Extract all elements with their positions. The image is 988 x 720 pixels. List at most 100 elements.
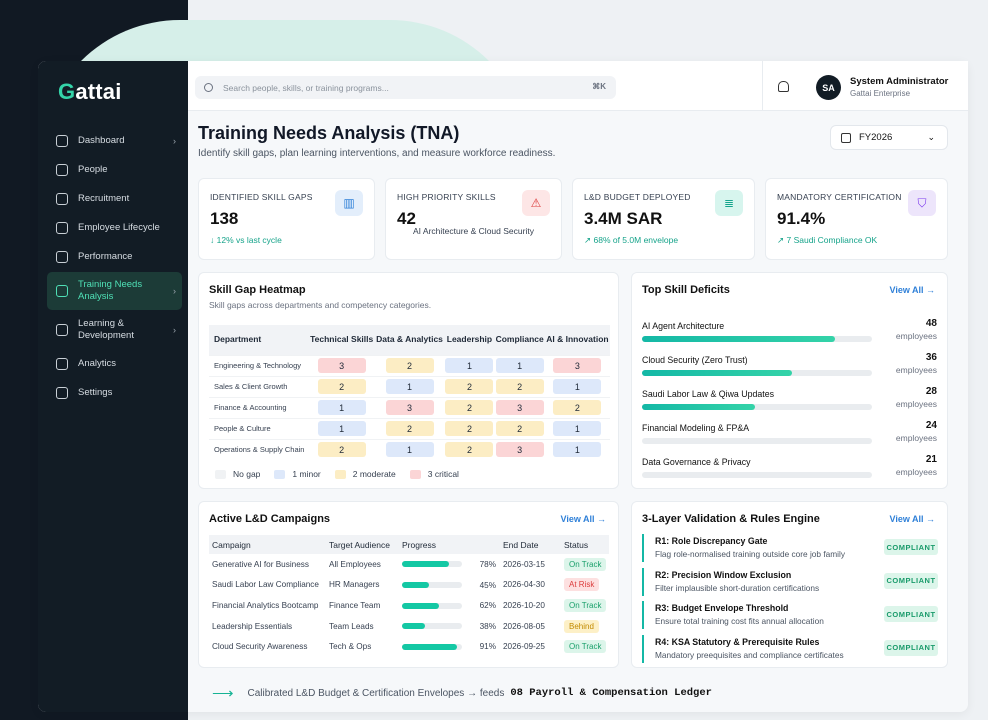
bell-icon[interactable] bbox=[778, 81, 789, 92]
rule-title: R3: Budget Envelope Threshold bbox=[655, 603, 789, 613]
search-input[interactable]: Search people, skills, or training progr… bbox=[195, 76, 616, 99]
heatmap-cell[interactable]: 2 bbox=[445, 400, 494, 415]
deficit-item[interactable]: AI Agent Architecture 48 employees bbox=[642, 318, 937, 342]
progress-bar-fill bbox=[402, 643, 457, 650]
campaign-name: Financial Analytics Bootcamp bbox=[212, 600, 319, 610]
rule-description: Filter implausible short-duration certif… bbox=[655, 582, 820, 593]
heatmap-cell[interactable]: 1 bbox=[553, 442, 602, 458]
table-row[interactable]: Cloud Security Awareness Tech & Ops 91% … bbox=[209, 636, 609, 657]
validation-rule[interactable]: R2: Precision Window Exclusion Filter im… bbox=[642, 567, 938, 596]
validation-rule[interactable]: R3: Budget Envelope Threshold Ensure tot… bbox=[642, 601, 938, 629]
column-header: Department bbox=[209, 325, 309, 355]
heatmap-cell[interactable]: 2 bbox=[495, 379, 544, 394]
sidebar-item-employee-lifecycle[interactable]: Employee Lifecycle bbox=[47, 214, 182, 242]
progress-bar bbox=[402, 582, 462, 589]
validation-rule[interactable]: R4: KSA Statutory & Prerequisite Rules M… bbox=[642, 634, 938, 663]
rule-title: R4: KSA Statutory & Prerequisite Rules bbox=[655, 636, 820, 647]
kpi-card-budget[interactable]: L&D BUDGET DEPLOYED 3.4M SAR ↗ 68% of 5.… bbox=[572, 178, 755, 260]
view-all-link[interactable]: View All → bbox=[560, 514, 606, 524]
deficit-item[interactable]: Saudi Labor Law & Qiwa Updates 28 employ… bbox=[642, 386, 937, 410]
table-row: Finance & Accounting 1 3 2 3 2 bbox=[209, 396, 610, 418]
ledger-target[interactable]: 08 Payroll & Compensation Ledger bbox=[510, 687, 712, 699]
kpi-card-skill-gaps[interactable]: IDENTIFIED SKILL GAPS 138 ↓ 12% vs last … bbox=[198, 178, 375, 260]
shield-check-icon: ⛉ bbox=[908, 190, 936, 216]
sidebar-item-training-needs-analysis[interactable]: Training Needs Analysis › bbox=[47, 272, 182, 310]
campaign-name: Generative AI for Business bbox=[212, 559, 309, 569]
performance-icon bbox=[56, 251, 68, 263]
heatmap-cell[interactable]: 3 bbox=[317, 358, 366, 373]
kpi-card-certification[interactable]: MANDATORY CERTIFICATION 91.4% ↗ 7 Saudi … bbox=[765, 178, 948, 260]
sidebar-item-recruitment[interactable]: Recruitment bbox=[47, 185, 182, 213]
unit-label: employees bbox=[895, 467, 937, 477]
page-title: Training Needs Analysis (TNA) bbox=[198, 123, 460, 143]
heatmap-cell[interactable]: 1 bbox=[495, 358, 544, 373]
avatar[interactable]: SA bbox=[816, 75, 841, 100]
heatmap-cell[interactable]: 2 bbox=[553, 400, 602, 415]
sidebar-item-learning-development[interactable]: Learning & Development › bbox=[47, 311, 182, 349]
validation-rule[interactable]: R1: Role Discrepancy Gate Flag role-norm… bbox=[642, 534, 938, 562]
employee-count: 48 bbox=[925, 318, 937, 329]
heatmap-cell[interactable]: 1 bbox=[445, 358, 494, 373]
sidebar-nav: Dashboard › People Recruitment Employee L… bbox=[47, 127, 182, 408]
heatmap-cell[interactable]: 3 bbox=[495, 442, 544, 458]
sidebar-item-dashboard[interactable]: Dashboard › bbox=[47, 127, 182, 155]
progress-value: 78% bbox=[479, 559, 496, 569]
heatmap-cell[interactable]: 1 bbox=[385, 442, 434, 458]
heatmap-cell[interactable]: 1 bbox=[385, 379, 434, 394]
column-header: Technical Skills bbox=[308, 325, 375, 355]
view-all-link[interactable]: View All → bbox=[889, 514, 935, 524]
sidebar-item-people[interactable]: People bbox=[47, 156, 182, 184]
heatmap-cell[interactable]: 2 bbox=[445, 379, 494, 394]
heatmap-cell[interactable]: 2 bbox=[317, 379, 366, 394]
unit-label: employees bbox=[895, 365, 937, 375]
column-header: Target Audience bbox=[326, 535, 399, 554]
heatmap-cell[interactable]: 1 bbox=[553, 421, 602, 436]
deficit-bar bbox=[642, 370, 872, 376]
footer-feed: ⟶ Calibrated L&D Budget & Certification … bbox=[212, 685, 712, 702]
heatmap-cell[interactable]: 3 bbox=[495, 400, 544, 415]
deficit-item[interactable]: Financial Modeling & FP&A 24 employees bbox=[642, 420, 937, 444]
end-date: 2026-04-30 bbox=[503, 580, 545, 590]
heatmap-legend: No gap 1 minor 2 moderate 3 critical bbox=[215, 469, 473, 479]
top-skill-deficits: Top Skill Deficits View All → AI Agent A… bbox=[631, 272, 948, 489]
table-row[interactable]: Leadership Essentials Team Leads 38% 202… bbox=[209, 616, 609, 637]
brand-logo[interactable]: Gattai bbox=[58, 79, 122, 104]
heatmap-cell[interactable]: 2 bbox=[445, 442, 494, 458]
deficit-item[interactable]: Cloud Security (Zero Trust) 36 employees bbox=[642, 352, 937, 376]
heatmap-cell[interactable]: 1 bbox=[317, 400, 366, 415]
heatmap-cell[interactable]: 2 bbox=[385, 358, 434, 373]
progress-bar bbox=[402, 643, 462, 650]
compliant-badge: COMPLIANT bbox=[884, 606, 938, 622]
heatmap-cell[interactable]: 2 bbox=[317, 442, 366, 458]
sidebar-item-settings[interactable]: Settings bbox=[47, 379, 182, 407]
deficit-item[interactable]: Data Governance & Privacy 21 employees bbox=[642, 454, 937, 478]
rule-description: Ensure total training cost fits annual a… bbox=[655, 616, 824, 626]
sidebar-item-performance[interactable]: Performance bbox=[47, 243, 182, 271]
progress-bar-fill bbox=[402, 561, 449, 568]
view-all-link[interactable]: View All → bbox=[889, 285, 935, 295]
heatmap-cell[interactable]: 2 bbox=[385, 421, 434, 436]
progress-bar bbox=[402, 561, 462, 568]
status-badge: On Track bbox=[564, 640, 607, 654]
sidebar-item-analytics[interactable]: Analytics bbox=[47, 350, 182, 378]
table-row[interactable]: Generative AI for Business All Employees… bbox=[209, 554, 609, 575]
table-row[interactable]: Financial Analytics Bootcamp Finance Tea… bbox=[209, 595, 609, 616]
heatmap-cell[interactable]: 2 bbox=[445, 421, 494, 436]
compliant-badge: COMPLIANT bbox=[884, 539, 938, 555]
status-badge: At Risk bbox=[564, 578, 600, 592]
department-name: Finance & Accounting bbox=[209, 396, 309, 418]
employee-count: 24 bbox=[925, 420, 937, 431]
lifecycle-icon bbox=[56, 222, 68, 234]
heatmap-cell[interactable]: 3 bbox=[553, 358, 602, 373]
deficit-bar-fill bbox=[642, 370, 792, 376]
fiscal-year-select[interactable]: FY2026 ⌄ bbox=[830, 125, 948, 150]
heatmap-cell[interactable]: 3 bbox=[385, 400, 434, 415]
kpi-card-high-priority[interactable]: HIGH PRIORITY SKILLS 42 AI Architecture … bbox=[385, 178, 562, 260]
heatmap-cell[interactable]: 2 bbox=[495, 421, 544, 436]
heatmap-cell[interactable]: 1 bbox=[553, 379, 602, 394]
deficit-bar bbox=[642, 404, 872, 410]
table-row[interactable]: Saudi Labor Law Compliance HR Managers 4… bbox=[209, 575, 609, 596]
table-row: Operations & Supply Chain 2 1 2 3 1 bbox=[209, 438, 610, 460]
heatmap-cell[interactable]: 1 bbox=[317, 421, 366, 436]
dashboard-icon bbox=[56, 135, 68, 147]
